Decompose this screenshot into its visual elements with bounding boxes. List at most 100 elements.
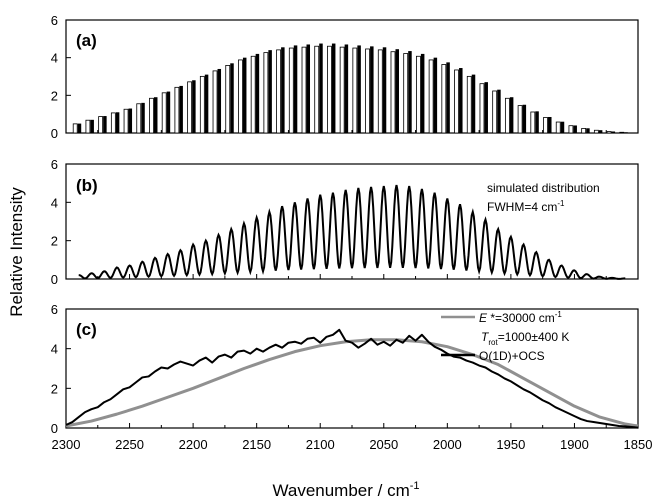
bar-outline [353,48,357,133]
bar-outline [327,46,331,133]
bar [78,124,82,133]
bar-outline [289,48,293,133]
bar [103,116,107,133]
bar [523,105,527,133]
bar [599,130,603,133]
bar-outline [315,46,319,133]
bar [154,97,158,133]
y-tick-label: 0 [51,126,58,141]
y-tick-label: 0 [51,421,58,436]
bar [434,58,438,133]
bar [332,44,336,133]
bar [472,75,476,133]
bar-outline [467,76,471,133]
simulation-line [66,340,638,426]
bar-outline [582,128,586,133]
x-tick-label: 2300 [52,437,81,452]
bar [345,44,349,133]
x-axis-label: Wavenumber / cm-1 [272,480,419,500]
y-tick-label: 0 [51,272,58,287]
bar-outline [518,106,522,133]
panel-b: 0246 [51,157,638,287]
x-tick-label: 2150 [242,437,271,452]
bar [205,75,209,133]
bar [281,47,285,133]
bar-outline [531,112,535,133]
bar [90,120,94,133]
x-axis-label-sup: -1 [410,480,420,492]
x-tick-label: 1850 [624,437,653,452]
bar-outline [111,113,115,133]
bar [383,47,387,133]
y-tick-label: 6 [51,157,58,172]
bar-outline [594,130,598,133]
y-tick-label: 2 [51,381,58,396]
bar-outline [251,56,255,133]
bar [484,82,488,133]
panel-c-label: (c) [76,320,97,339]
bar-outline [620,132,624,133]
bar-outline [277,50,281,133]
bar [612,131,616,133]
bar [497,90,501,133]
bar [357,45,361,133]
bar-outline [175,87,179,133]
panel-b-label: (b) [76,176,98,195]
y-tick-label: 2 [51,234,58,249]
bar-outline [86,120,90,133]
bar [510,97,514,133]
bar-outline [264,53,268,133]
bar [218,69,222,133]
bar-outline [404,54,408,133]
bar-outline [302,47,306,133]
bar [256,54,260,133]
bar-outline [366,49,370,133]
y-axis-label: Relative Intensity [7,187,26,317]
bar-outline [569,126,573,133]
bar [370,46,374,133]
bar-outline [442,64,446,133]
x-tick-label: 2200 [179,437,208,452]
x-tick-label: 2000 [433,437,462,452]
bar [167,92,171,133]
annotation-simulated: simulated distribution [487,181,600,195]
bar-outline [226,65,230,133]
bar [459,68,463,133]
annotation-fwhm-main: FWHM=4 cm [487,200,557,214]
legend-sim-energy-text: *=30000 cm [487,311,555,325]
y-tick-label: 6 [51,302,58,317]
plot-frame [66,309,638,428]
bar [446,62,450,133]
bar [408,51,412,133]
bar-outline [544,117,548,133]
bar-outline [340,47,344,133]
annotation-fwhm: FWHM=4 cm-1 [487,199,565,214]
legend-sim-temp-text: =1000±400 K [498,330,570,344]
bar-outline [493,91,497,133]
bar-outline [391,52,395,133]
x-axis-label-main: Wavenumber / cm [272,481,409,500]
bar-outline [416,56,420,133]
bar [319,44,323,133]
bar [268,50,272,133]
bar-outline [378,50,382,133]
experiment-line [66,330,638,428]
bar-outline [607,132,611,133]
bar [243,58,247,133]
bar [573,125,577,133]
legend-sim-temperature: Trot=1000±400 K [481,330,569,347]
bar [192,80,196,133]
bar [129,109,133,133]
panel-c: 0246230022502200215021002050200019501900… [51,302,653,452]
bar-outline [188,82,192,133]
bar [535,111,539,133]
bar-outline [429,60,433,133]
bar [179,86,183,133]
bar-outline [124,109,128,133]
bar [141,103,145,133]
y-tick-label: 6 [51,13,58,28]
bar [395,49,399,133]
bar [421,54,425,133]
y-tick-label: 2 [51,88,58,103]
